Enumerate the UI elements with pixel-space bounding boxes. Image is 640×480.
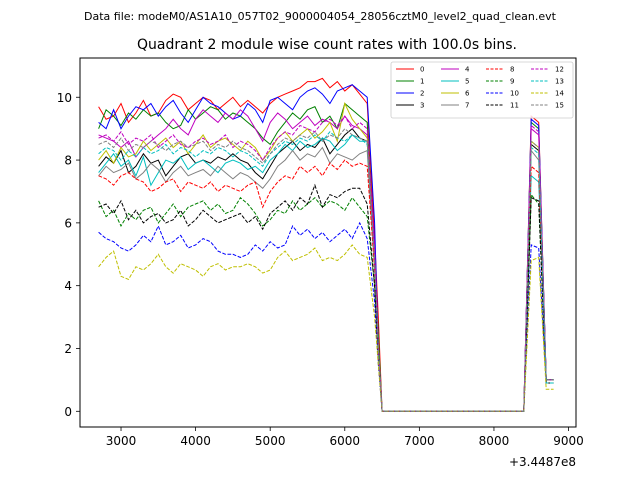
series-line-12 (98, 115, 554, 412)
series-line-11 (98, 183, 554, 412)
legend-label-8: 8 (510, 66, 514, 74)
x-tick-label-8000: 8000 (479, 434, 510, 448)
x-tick-label-9000: 9000 (553, 434, 584, 448)
y-tick-label-4: 4 (64, 279, 72, 293)
y-tick-label-2: 2 (64, 342, 72, 356)
y-tick-label-8: 8 (64, 154, 72, 168)
legend-label-10: 10 (510, 90, 519, 98)
y-tick-label-0: 0 (64, 405, 72, 419)
legend-label-7: 7 (465, 102, 469, 110)
x-tick-label-3000: 3000 (106, 434, 137, 448)
x-axis: 3000 4000 5000 6000 7000 8000 9000 (106, 427, 584, 448)
series-layer (98, 77, 554, 412)
plot-frame (79, 57, 577, 428)
legend-label-9: 9 (510, 78, 514, 86)
legend-label-2: 2 (420, 90, 424, 98)
y-axis: 0 2 4 6 8 10 (57, 91, 80, 419)
legend-label-13: 13 (555, 78, 564, 86)
x-tick-label-7000: 7000 (404, 434, 435, 448)
y-tick-label-6: 6 (64, 216, 72, 230)
x-tick-label-6000: 6000 (330, 434, 361, 448)
legend-label-1: 1 (420, 78, 424, 86)
legend-label-3: 3 (420, 102, 424, 110)
chart-suptitle: Data file: modeM0/AS1A10_057T02_90000040… (84, 10, 557, 23)
series-line-15 (98, 127, 554, 412)
y-tick-label-10: 10 (57, 91, 72, 105)
legend-label-5: 5 (465, 78, 469, 86)
x-tick-label-5000: 5000 (255, 434, 286, 448)
x-offset-label: +3.4487e8 (509, 455, 576, 469)
legend-label-12: 12 (555, 66, 564, 74)
chart-title: Quadrant 2 module wise count rates with … (137, 37, 517, 53)
legend-label-6: 6 (465, 90, 470, 98)
legend-label-14: 14 (555, 90, 564, 98)
legend-label-0: 0 (420, 66, 424, 74)
legend-frame (390, 61, 574, 119)
legend-label-4: 4 (465, 66, 470, 74)
legend-label-11: 11 (510, 102, 519, 110)
legend-label-15: 15 (555, 102, 564, 110)
x-tick-label-4000: 4000 (180, 434, 211, 448)
